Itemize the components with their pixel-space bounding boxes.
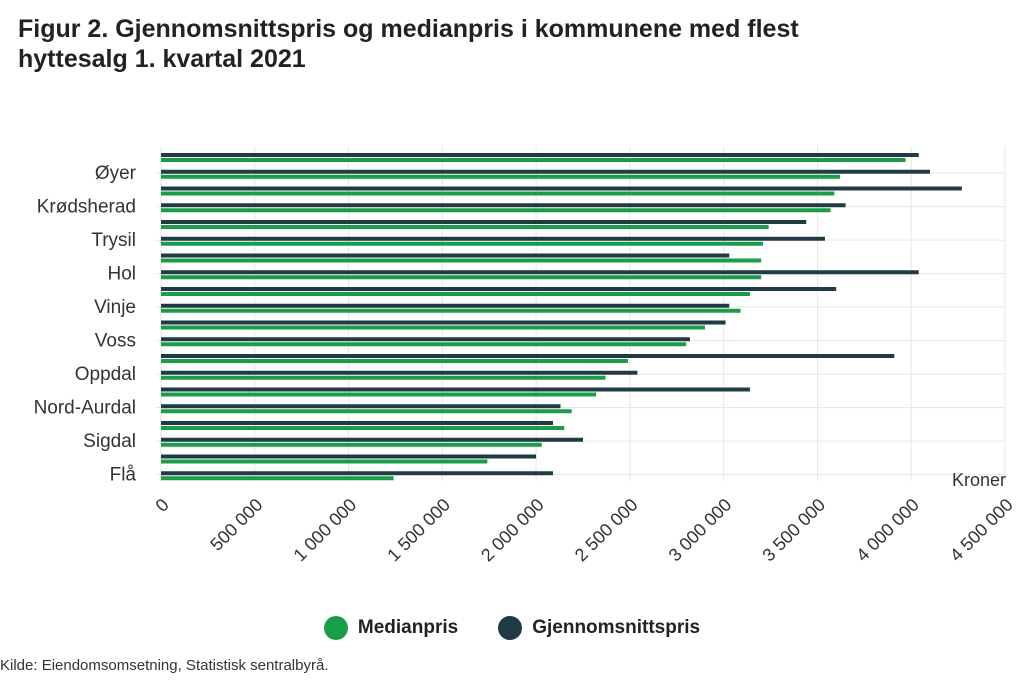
bar-average-11	[161, 337, 690, 342]
y-tick-label-5: Trysil	[91, 230, 136, 251]
bar-average-16	[161, 421, 553, 425]
x-tick-label-4: 2 000 000	[477, 495, 548, 566]
x-axis-label: Kroner	[952, 470, 1006, 490]
legend-label-median: Medianpris	[357, 617, 459, 638]
bar-median-13	[161, 375, 606, 380]
bar-median-8	[161, 292, 750, 296]
x-tick-label-3: 1 500 000	[383, 495, 454, 566]
x-tick-label-7: 3 500 000	[758, 495, 829, 566]
bar-median-11	[161, 342, 687, 347]
bar-average-7	[161, 270, 919, 275]
bar-average-4	[161, 220, 807, 224]
x-tick-label-0: 0	[152, 495, 173, 516]
bar-median-3	[161, 208, 831, 213]
bar-median-16	[161, 426, 565, 430]
bar-average-19	[161, 471, 553, 476]
bar-median-10	[161, 325, 705, 330]
y-tick-label-1: Øyer	[95, 163, 137, 184]
bar-chart: Øyer Krødsherad Trysil Hol Vinje Voss Oppdal No…	[34, 146, 1017, 566]
legend-dot-average	[498, 616, 523, 640]
bar-median-6	[161, 258, 762, 263]
y-tick-label-9: Vinje	[94, 297, 136, 318]
bar-median-2	[161, 191, 835, 196]
legend-item-median: Medianpris	[323, 616, 459, 640]
chart-title-line-2: hyttesalg 1. kvartal 2021	[18, 45, 306, 73]
bar-median-14	[161, 392, 597, 397]
y-tick-label-13: Oppdal	[75, 364, 136, 385]
x-tick-label-5: 2 500 000	[571, 495, 642, 566]
bar-median-12	[161, 359, 629, 363]
bar-average-12	[161, 354, 895, 358]
legend-dot-median	[323, 616, 348, 640]
x-tick-label-6: 3 000 000	[665, 495, 736, 566]
bar-average-2	[161, 186, 962, 191]
bar-average-6	[161, 253, 730, 258]
bar-median-9	[161, 308, 741, 313]
bar-average-13	[161, 370, 638, 375]
bar-median-0	[161, 158, 906, 162]
y-tick-label-19: Flå	[110, 465, 137, 486]
x-tick-label-1: 500 000	[206, 495, 266, 555]
x-tick-label-8: 4 000 000	[852, 495, 923, 566]
bar-average-3	[161, 203, 846, 208]
bar-average-0	[161, 153, 919, 157]
bar-median-4	[161, 225, 769, 229]
bar-average-14	[161, 387, 750, 392]
y-tick-label-17: Sigdal	[83, 431, 136, 452]
bar-average-1	[161, 169, 930, 174]
y-tick-label-7: Hol	[107, 264, 136, 285]
bar-median-15	[161, 409, 572, 414]
legend-label-average: Gjennomsnittspris	[532, 617, 701, 638]
legend: Medianpris Gjennomsnittspris	[0, 616, 1024, 640]
chart-title: Figur 2. Gjennomsnittspris og medianpris…	[18, 14, 958, 74]
legend-item-average: Gjennomsnittspris	[498, 616, 700, 640]
bar-average-15	[161, 404, 561, 409]
bar-average-9	[161, 303, 730, 308]
y-tick-label-11: Voss	[95, 331, 136, 352]
source-note: Kilde: Eiendomsomsetning, Statistisk sen…	[0, 657, 329, 674]
bar-average-18	[161, 454, 537, 459]
bar-average-8	[161, 287, 837, 291]
bar-median-18	[161, 459, 488, 464]
bar-median-5	[161, 241, 764, 246]
bar-median-1	[161, 174, 840, 179]
chart-title-line-1: Figur 2. Gjennomsnittspris og medianpris…	[18, 15, 799, 43]
bar-average-5	[161, 236, 825, 241]
x-tick-label-9: 4 500 000	[946, 495, 1017, 566]
y-tick-label-3: Krødsherad	[37, 197, 136, 218]
bar-median-19	[161, 476, 394, 481]
bar-average-10	[161, 320, 726, 325]
bar-average-17	[161, 437, 583, 442]
x-tick-label-2: 1 000 000	[290, 495, 361, 566]
y-tick-label-15: Nord-Aurdal	[34, 398, 136, 419]
bar-median-17	[161, 442, 542, 447]
bar-median-7	[161, 275, 762, 280]
